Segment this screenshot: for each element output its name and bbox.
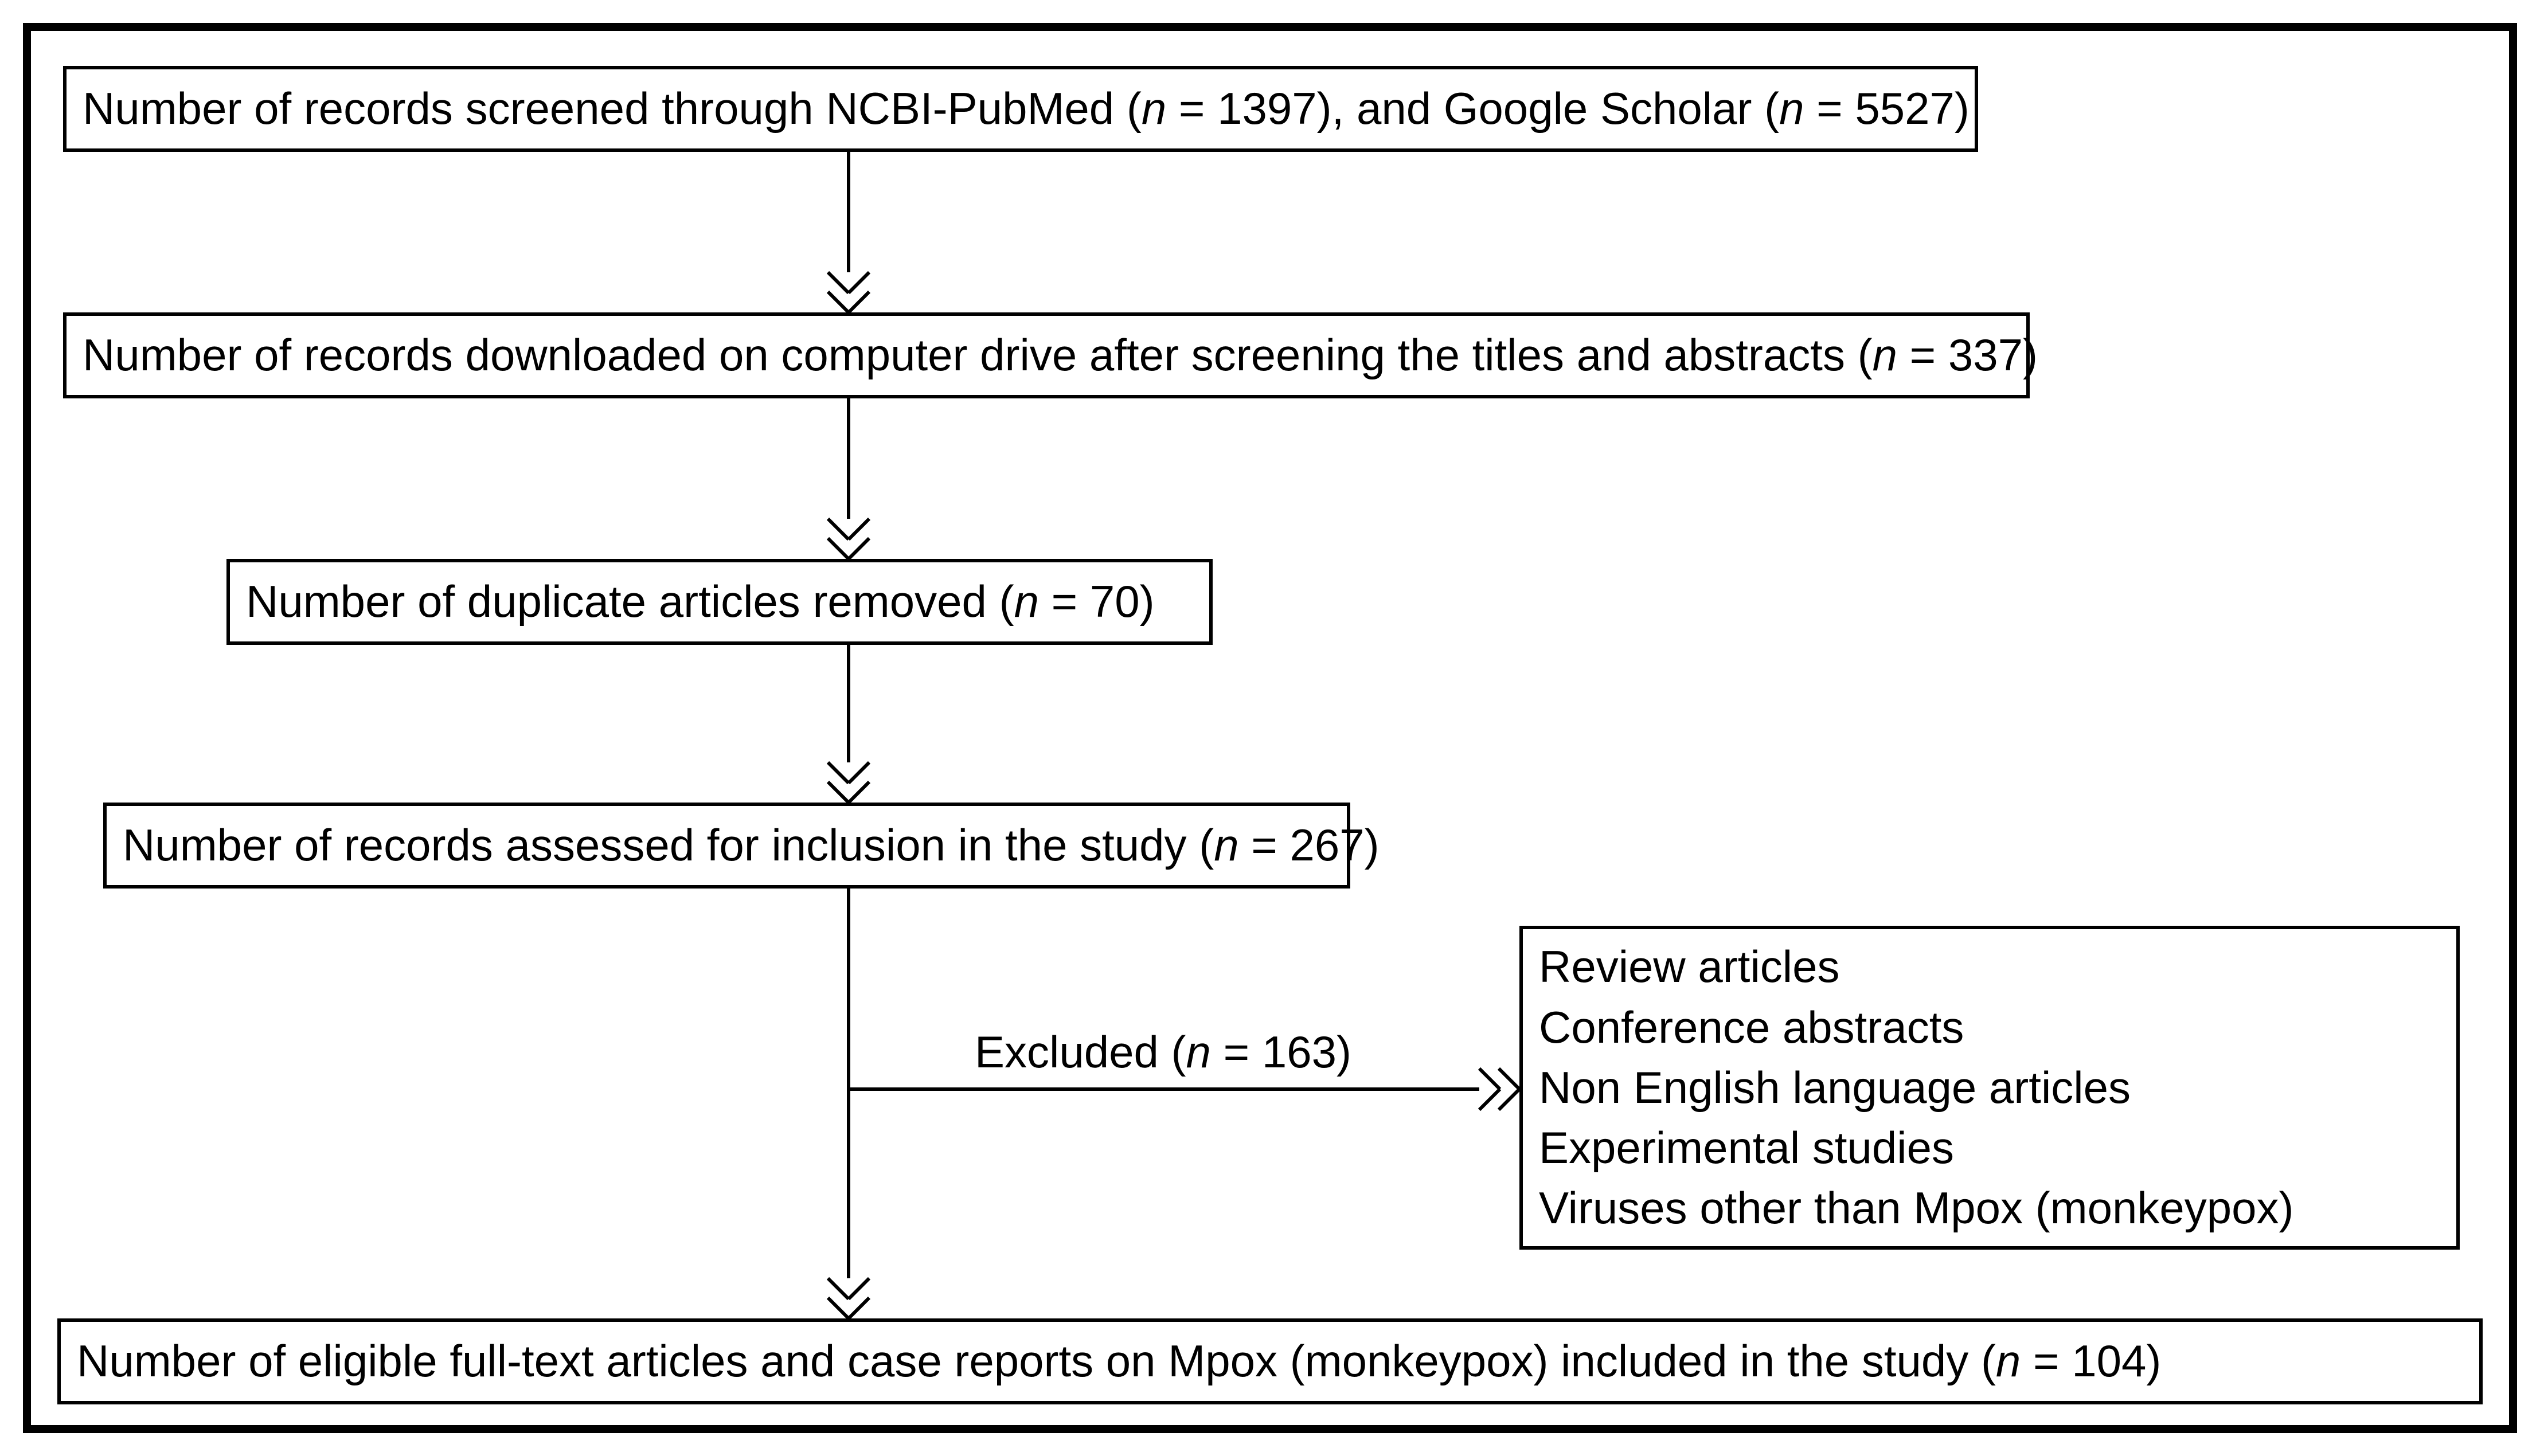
node-eligible-included-text: Number of eligible full-text articles an… (77, 1331, 2161, 1391)
arrow-duplicates-to-assessed (803, 645, 894, 803)
node-records-assessed-text: Number of records assessed for inclusion… (123, 815, 1380, 875)
node-duplicates-removed: Number of duplicate articles removed (n … (226, 559, 1213, 645)
arrow-screened-to-downloaded (803, 152, 894, 312)
flowchart-canvas: Number of records screened through NCBI-… (0, 0, 2540, 1456)
arrow-downloaded-to-duplicates (803, 398, 894, 559)
node-records-assessed: Number of records assessed for inclusion… (103, 803, 1350, 889)
node-records-downloaded-text: Number of records downloaded on computer… (83, 325, 2038, 385)
node-records-screened: Number of records screened through NCBI-… (63, 66, 1978, 152)
node-exclusion-reasons-text: Review articles Conference abstracts Non… (1539, 937, 2294, 1238)
node-duplicates-removed-text: Number of duplicate articles removed (n … (246, 572, 1155, 632)
arrow-assessed-to-excluded (849, 1043, 1519, 1135)
node-records-downloaded: Number of records downloaded on computer… (63, 312, 2030, 398)
node-records-screened-text: Number of records screened through NCBI-… (83, 79, 1970, 139)
node-exclusion-reasons: Review articles Conference abstracts Non… (1519, 926, 2460, 1250)
node-eligible-included: Number of eligible full-text articles an… (57, 1318, 2483, 1404)
